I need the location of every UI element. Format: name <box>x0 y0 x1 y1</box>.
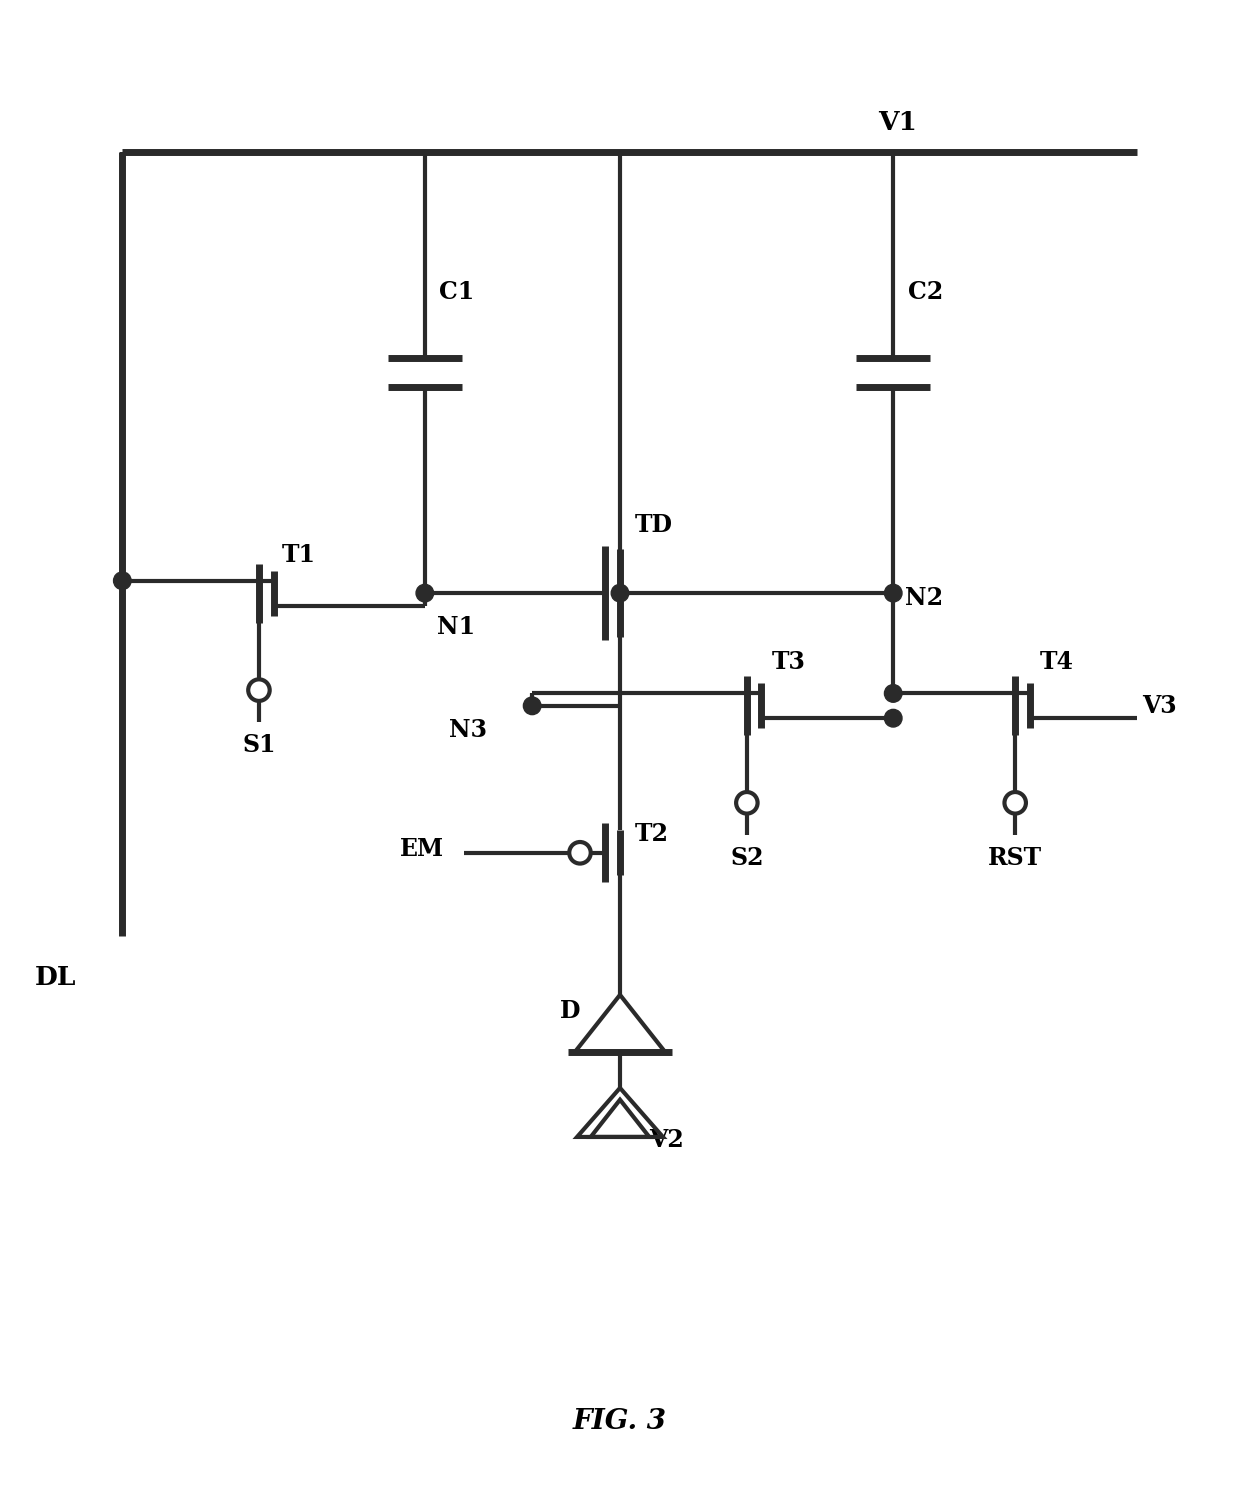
Text: RST: RST <box>988 845 1043 870</box>
Text: FIG. 3: FIG. 3 <box>573 1408 667 1435</box>
Circle shape <box>114 572 131 590</box>
Text: T4: T4 <box>1039 650 1074 673</box>
Circle shape <box>417 584 434 602</box>
Text: T3: T3 <box>771 650 805 673</box>
Circle shape <box>1004 793 1025 814</box>
Circle shape <box>884 684 901 702</box>
Text: T1: T1 <box>281 542 315 566</box>
Text: D: D <box>559 1000 580 1024</box>
Circle shape <box>523 697 541 715</box>
Circle shape <box>611 584 629 602</box>
Text: S1: S1 <box>242 733 275 757</box>
Circle shape <box>569 842 590 864</box>
Text: N3: N3 <box>449 718 487 742</box>
Text: T2: T2 <box>635 822 668 846</box>
Circle shape <box>884 584 901 602</box>
Text: V1: V1 <box>879 110 918 134</box>
Text: S2: S2 <box>730 845 764 870</box>
Text: C1: C1 <box>439 280 475 304</box>
Text: N1: N1 <box>436 615 475 639</box>
Text: V2: V2 <box>650 1128 684 1152</box>
Text: TD: TD <box>635 514 672 538</box>
Text: N2: N2 <box>905 586 944 609</box>
Circle shape <box>737 793 758 814</box>
Circle shape <box>884 709 901 727</box>
Circle shape <box>248 679 269 700</box>
Text: V3: V3 <box>1142 694 1177 718</box>
Text: DL: DL <box>35 966 76 991</box>
Text: C2: C2 <box>908 280 944 304</box>
Text: EM: EM <box>401 837 445 861</box>
